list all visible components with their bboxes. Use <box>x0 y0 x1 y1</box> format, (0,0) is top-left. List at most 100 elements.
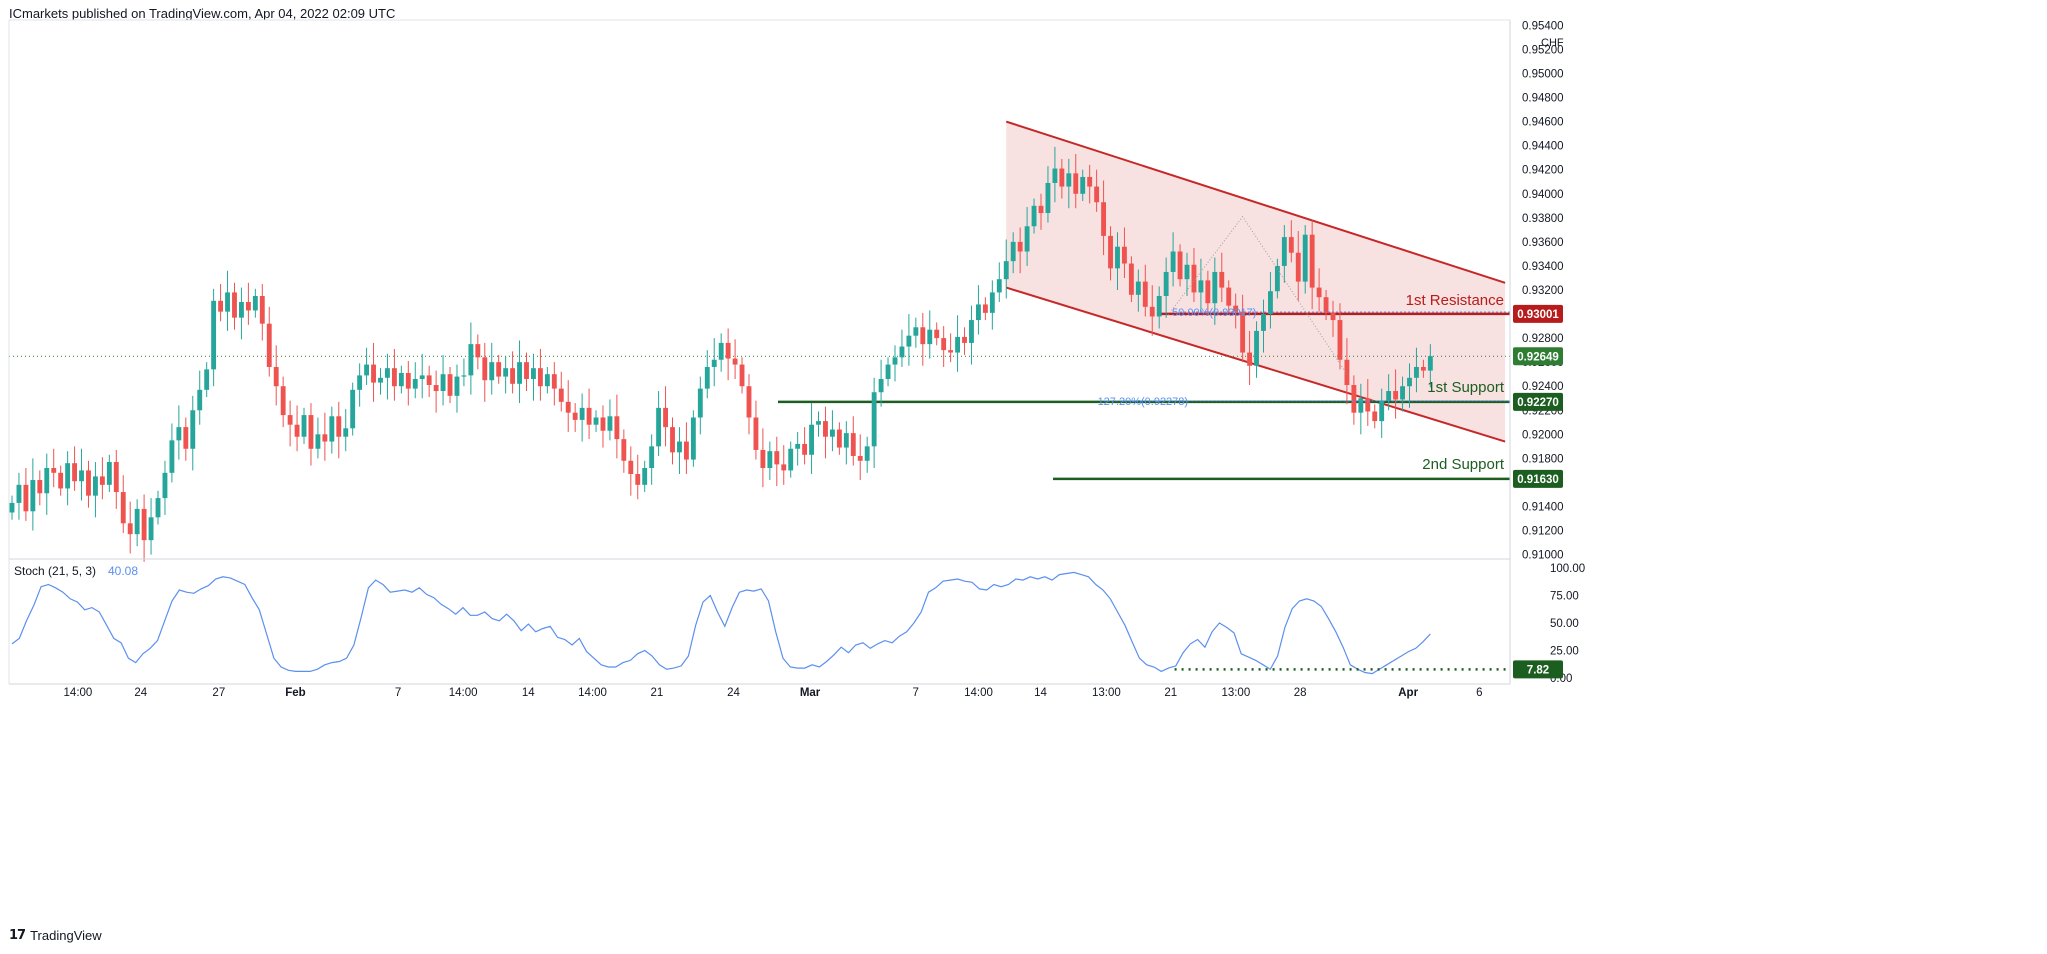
candle <box>857 434 863 481</box>
stoch-tick-label: 50.00 <box>1550 618 1579 630</box>
candle <box>16 472 22 520</box>
candle-body <box>1087 176 1093 187</box>
fibonacci-projection: 50.00%(0.93017) 127.20%(0.92278) <box>1098 215 1510 408</box>
candle <box>829 410 835 452</box>
candle <box>551 362 557 406</box>
candle-body <box>1330 312 1336 321</box>
candle-body <box>649 446 655 468</box>
candle <box>287 400 293 447</box>
candle-body <box>1205 280 1211 304</box>
support-2-price-badge-text: 0.91630 <box>1517 474 1559 486</box>
candle-body <box>176 427 182 441</box>
candle-body <box>982 304 988 313</box>
candle <box>433 370 439 413</box>
candle <box>899 329 905 367</box>
candle-body <box>148 517 154 541</box>
candle-body <box>1240 311 1246 353</box>
candle-body <box>1337 320 1343 360</box>
candle-body <box>1281 237 1287 266</box>
time-tick-label: Mar <box>800 687 821 699</box>
candle <box>266 306 272 377</box>
candle-body <box>996 279 1002 293</box>
candle-body <box>405 372 411 389</box>
candle <box>23 468 29 521</box>
support-1-label: 1st Support <box>1427 379 1505 396</box>
stoch-line <box>11 571 1431 675</box>
time-tick-label: 14:00 <box>578 687 607 699</box>
candle-body <box>1268 291 1273 315</box>
candle-body <box>433 385 439 392</box>
candle-body <box>920 327 926 345</box>
footer-brand-text: TradingView <box>30 928 102 943</box>
candle-body <box>169 440 175 473</box>
candle <box>190 395 196 471</box>
price-tick-label: 0.94800 <box>1522 93 1564 105</box>
candle-body <box>558 388 564 402</box>
resistance-price-badge-text: 0.93001 <box>1517 309 1559 321</box>
candle <box>1302 225 1308 294</box>
candle <box>51 448 57 488</box>
fib-127-label: 127.20%(0.92278) <box>1098 396 1189 408</box>
candle-body <box>398 372 404 387</box>
candle-body <box>913 327 919 336</box>
candle <box>1261 299 1266 353</box>
candle-body <box>391 368 397 387</box>
candle <box>913 317 919 348</box>
candle-body <box>871 392 877 447</box>
candle-body <box>885 364 891 379</box>
publisher-line: ICmarkets published on TradingView.com, … <box>9 6 396 21</box>
candle <box>1191 247 1197 303</box>
candle-body <box>1365 398 1371 412</box>
candle-body <box>732 358 738 365</box>
candle-body <box>802 443 808 455</box>
candle <box>454 364 460 413</box>
candle-body <box>975 304 981 321</box>
candle <box>816 411 821 437</box>
candle-body <box>948 350 954 353</box>
candle <box>1233 293 1239 329</box>
candle <box>850 416 856 466</box>
candle-body <box>781 464 787 471</box>
candle-body <box>642 468 648 485</box>
candle <box>1052 146 1058 203</box>
stoch-tick-label: 75.00 <box>1550 591 1579 603</box>
candle <box>1003 239 1009 299</box>
candle-body <box>1122 246 1127 264</box>
price-tick-label: 0.93600 <box>1522 237 1564 249</box>
candle <box>1316 268 1322 312</box>
candle <box>1128 256 1134 303</box>
footer-brand: 17 TradingView <box>9 928 102 943</box>
candle-body <box>489 362 495 381</box>
candle <box>753 400 759 460</box>
price-tick-label: 0.91200 <box>1522 526 1564 538</box>
candle-body <box>475 344 481 358</box>
candle-body <box>30 480 36 512</box>
candle-body <box>788 448 794 471</box>
candle-body <box>1052 168 1058 183</box>
price-tick-label: 0.93400 <box>1522 261 1564 273</box>
candle <box>37 470 43 506</box>
candle <box>197 370 203 425</box>
candle-body <box>1427 356 1433 371</box>
candle-body <box>690 417 696 460</box>
candle-body <box>1024 226 1030 252</box>
candle <box>704 350 710 399</box>
candle-body <box>1135 281 1141 295</box>
candle <box>1420 359 1426 378</box>
candle-body <box>621 439 627 461</box>
candle-body <box>468 344 474 376</box>
time-tick-label: 14:00 <box>64 687 93 699</box>
candle-body <box>1128 263 1134 295</box>
candle-body <box>1414 366 1419 378</box>
candle <box>690 410 696 467</box>
candle <box>1219 252 1225 303</box>
candle <box>836 422 842 455</box>
candle <box>252 288 258 318</box>
candle-body <box>245 302 251 311</box>
level-labels: 0.93001 0.92649 0.92270 0.91630 7.82 1st Resi… <box>1406 292 1563 679</box>
stoch-marker-badge <box>1513 660 1563 679</box>
candle <box>1268 271 1273 329</box>
candle-body <box>683 441 689 460</box>
candle <box>1309 220 1315 310</box>
